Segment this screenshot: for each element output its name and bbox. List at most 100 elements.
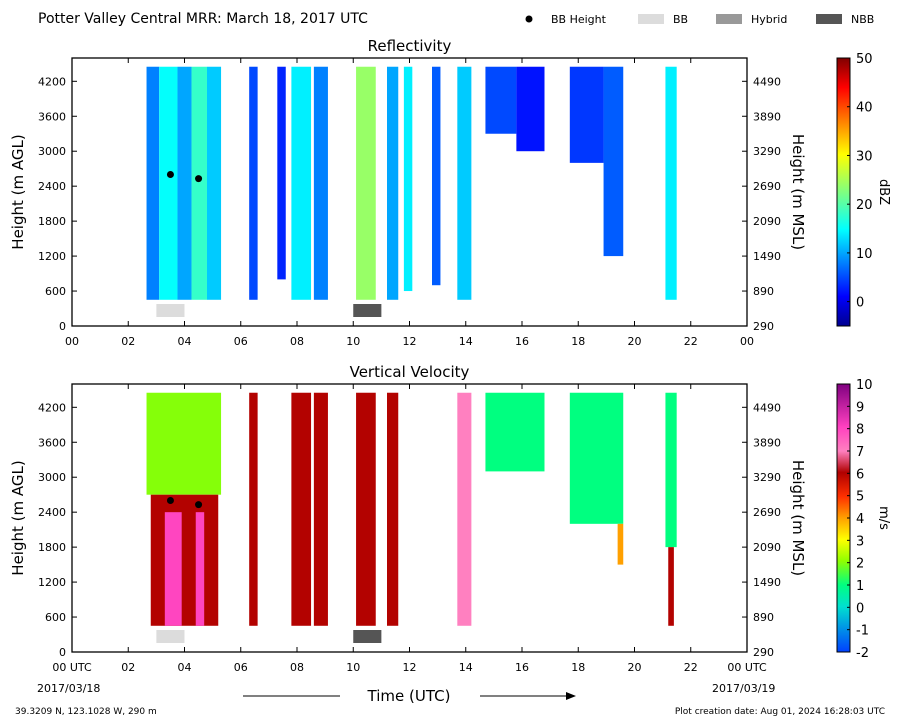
bb-height-point	[195, 501, 203, 509]
echo-column	[516, 66, 545, 152]
y-right-tick-label: 890	[753, 285, 774, 298]
y-right-tick-label: 2090	[753, 541, 781, 554]
y-right-tick-label: 4490	[753, 75, 781, 88]
colorbar-tick-label: 7	[856, 445, 864, 460]
echo-column	[159, 66, 178, 300]
echo-column	[146, 392, 222, 495]
echo-column	[356, 66, 376, 300]
x-tick-label: 14	[459, 335, 473, 348]
creation-date-label: Plot creation date: Aug 01, 2024 16:28:0…	[675, 707, 885, 717]
figure-legend: BB Height BB Hybrid NBB	[525, 13, 874, 26]
y-tick-label: 1200	[38, 576, 66, 589]
echo-field	[146, 392, 677, 626]
y-right-tick-label: 3290	[753, 145, 781, 158]
y-tick-label: 1800	[38, 541, 66, 554]
x-tick-label: 10	[346, 335, 360, 348]
echo-field	[146, 66, 677, 300]
bb-type-marker-nbb	[353, 304, 382, 317]
echo-column	[191, 66, 207, 300]
x-tick-label: 22	[684, 335, 698, 348]
echo-column	[665, 66, 677, 300]
x-axis-title: Time (UTC)	[367, 687, 451, 705]
x-tick-label: 08	[290, 335, 304, 348]
colorbar-tick-label: 3	[856, 534, 864, 549]
x-tick-label: 16	[515, 335, 529, 348]
end-date-label: 2017/03/19	[712, 682, 775, 695]
colorbar-tick-label: 30	[856, 149, 873, 164]
colorbar-tick-label: -2	[856, 646, 869, 661]
bb-type-marker-bb	[156, 630, 185, 643]
y-tick-label: 4200	[38, 401, 66, 414]
x-tick-label: 22	[684, 661, 698, 674]
colorbar	[836, 57, 851, 327]
colorbar-label: dBZ	[876, 179, 891, 205]
echo-column	[177, 66, 192, 300]
y-right-tick-label: 3890	[753, 110, 781, 123]
y-right-tick-label: 290	[753, 646, 774, 659]
y-tick-label: 0	[59, 646, 66, 659]
colorbar-tick-label: 40	[856, 101, 873, 116]
echo-column	[291, 66, 312, 300]
y-tick-label: 1800	[38, 215, 66, 228]
colorbar-tick-label: 6	[856, 467, 864, 482]
colorbar-tick-label: 20	[856, 198, 873, 213]
y-right-tick-label: 2690	[753, 180, 781, 193]
x-tick-label: 12	[403, 335, 417, 348]
echo-column	[249, 66, 258, 300]
echo-column	[249, 392, 258, 626]
figure-title: Potter Valley Central MRR: March 18, 201…	[38, 11, 368, 27]
x-tick-label: 08	[290, 661, 304, 674]
y-tick-label: 2400	[38, 506, 66, 519]
colorbar-tick-label: -1	[856, 624, 869, 639]
echo-column	[150, 494, 219, 626]
bb-height-point	[195, 175, 203, 183]
y-axis-label-right: Height (m MSL)	[789, 134, 807, 250]
y-right-tick-label: 2690	[753, 506, 781, 519]
x-tick-label: 16	[515, 661, 529, 674]
echo-column	[313, 392, 328, 626]
legend-label: NBB	[851, 13, 874, 26]
echo-column	[207, 66, 222, 300]
colorbar-tick-label: 9	[856, 400, 864, 415]
echo-column	[195, 512, 205, 626]
legend-label: BB Height	[551, 13, 607, 26]
x-tick-label: 10	[346, 661, 360, 674]
y-right-tick-label: 1490	[753, 250, 781, 263]
legend-label: BB	[673, 13, 688, 26]
colorbar-tick-label: 0	[856, 601, 864, 616]
x-tick-label: 02	[121, 335, 135, 348]
echo-column	[291, 392, 312, 626]
y-tick-label: 600	[45, 611, 66, 624]
echo-column	[485, 392, 545, 472]
y-tick-label: 4200	[38, 75, 66, 88]
x-tick-label: 06	[234, 661, 248, 674]
echo-column	[485, 66, 517, 134]
colorbar-tick-label: 8	[856, 423, 864, 438]
echo-column	[387, 66, 399, 300]
x-tick-label: 00	[65, 335, 79, 348]
echo-column	[457, 392, 472, 626]
colorbar-label: m/s	[876, 506, 891, 530]
y-tick-label: 0	[59, 320, 66, 333]
x-tick-label: 06	[234, 335, 248, 348]
echo-column	[665, 392, 677, 548]
echo-column	[569, 66, 604, 163]
colorbar-tick-label: 10	[856, 247, 873, 262]
legend-label: Hybrid	[751, 13, 787, 26]
x-tick-label: 00 UTC	[727, 661, 767, 674]
x-tick-label: 14	[459, 661, 473, 674]
x-tick-label: 20	[628, 335, 642, 348]
location-label: 39.3209 N, 123.1028 W, 290 m	[15, 707, 157, 717]
bb-type-marker-bb	[156, 304, 185, 317]
y-right-tick-label: 290	[753, 320, 774, 333]
echo-column	[356, 392, 376, 626]
legend-hybrid-swatch	[716, 14, 742, 24]
y-tick-label: 2400	[38, 180, 66, 193]
y-axis-label-right: Height (m MSL)	[789, 460, 807, 576]
x-tick-label: 12	[403, 661, 417, 674]
colorbar-tick-label: 1	[856, 579, 864, 594]
x-tick-label: 00 UTC	[52, 661, 92, 674]
y-tick-label: 3600	[38, 110, 66, 123]
